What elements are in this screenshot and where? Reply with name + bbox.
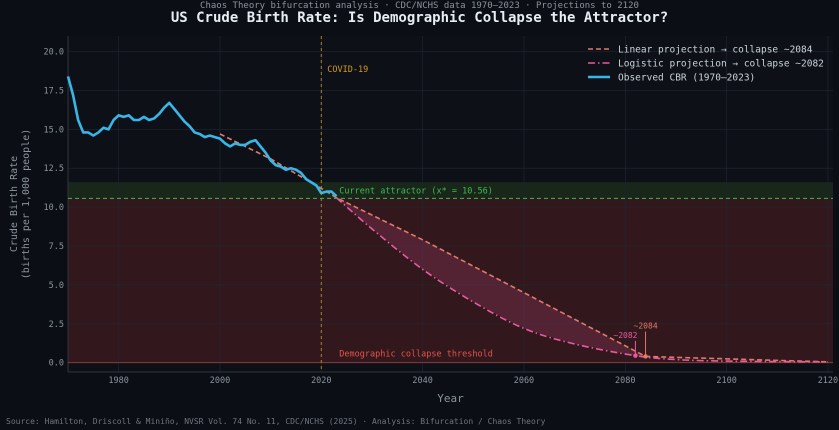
linear-projection-line — [219, 133, 828, 363]
x-tick-label: 2120 — [818, 376, 838, 386]
legend-label: Observed CBR (1970–2023) — [618, 73, 755, 84]
y-tick-label: 20.0 — [44, 48, 64, 58]
collapse-zone — [68, 198, 833, 363]
collapse-2082-point — [633, 353, 638, 358]
y-tick-label: 17.5 — [44, 86, 64, 96]
x-tick-label: 2060 — [514, 376, 534, 386]
y-tick-label: 5.0 — [49, 281, 64, 291]
projection-divergence-fill — [336, 197, 646, 357]
y-tick-label: 0.0 — [49, 359, 64, 369]
chart-title: US Crude Birth Rate: Is Demographic Coll… — [170, 10, 669, 26]
x-tick-label: 2080 — [615, 376, 635, 386]
x-tick-label: 2000 — [210, 376, 230, 386]
legend-label: Logistic projection → collapse ~2082 — [618, 59, 824, 70]
chart-supertitle: Chaos Theory bifurcation analysis · CDC/… — [200, 1, 639, 11]
y-tick-label: 12.5 — [44, 164, 64, 174]
collapse-2082-label: ~2082 — [613, 331, 637, 340]
attractor-label: Current attractor (x* = 10.56) — [339, 186, 493, 196]
y-tick-label: 10.0 — [44, 203, 64, 213]
collapse-2084-label: ~2084 — [634, 322, 658, 331]
y-tick-label: 2.5 — [49, 320, 64, 330]
collapse-threshold-label: Demographic collapse threshold — [339, 350, 493, 360]
x-axis-label: Year — [437, 392, 464, 405]
logistic-projection-line — [335, 197, 828, 363]
covid-label: COVID-19 — [327, 65, 368, 75]
collapse-2084-point — [643, 354, 648, 359]
observed-cbr-line — [66, 76, 338, 198]
source-footnote: Source: Hamilton, Driscoll & Miniño, NVS… — [6, 417, 546, 426]
y-tick-label: 15.0 — [44, 125, 64, 135]
y-tick-label: 7.5 — [49, 242, 64, 252]
y-axis-label: (births per 1,000 people) — [21, 129, 32, 280]
x-tick-label: 2100 — [716, 376, 736, 386]
legend-label: Linear projection → collapse ~2084 — [618, 45, 813, 56]
x-tick-label: 2040 — [412, 376, 432, 386]
attractor-band — [68, 182, 833, 199]
x-tick-label: 2020 — [311, 376, 331, 386]
y-axis-label: Crude Birth Rate — [9, 156, 20, 252]
x-tick-label: 1980 — [108, 376, 128, 386]
